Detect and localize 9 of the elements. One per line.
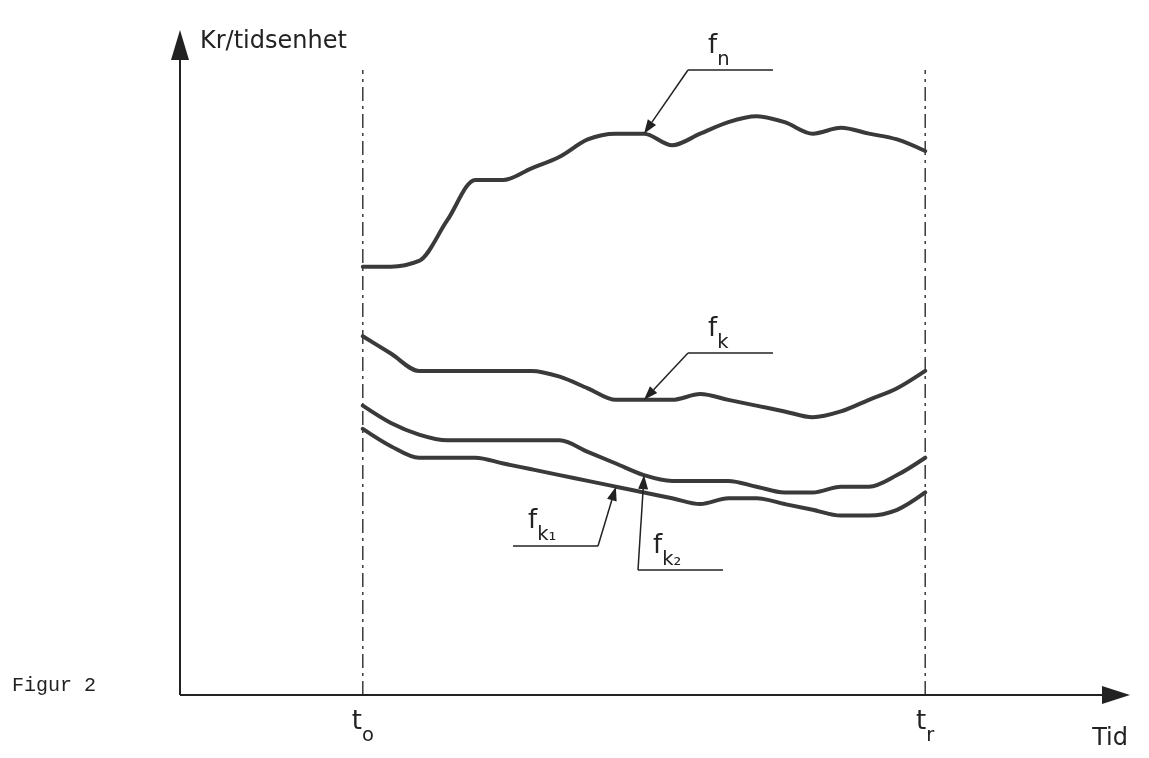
text: Figur 2 <box>12 674 97 697</box>
x-tick-label: t$_{o}$ <box>351 705 374 746</box>
series-label: f$_{k₂}$ <box>653 529 682 570</box>
series-label: f$_{n}$ <box>708 29 730 70</box>
series-label: f$_{k₁}$ <box>528 504 557 545</box>
x-axis-title: Tid <box>1091 723 1128 751</box>
series-label: f$_{k}$ <box>708 312 730 353</box>
y-axis-title: Kr/tidsenhet <box>200 26 347 54</box>
x-tick-label: t$_{r}$ <box>916 705 936 746</box>
